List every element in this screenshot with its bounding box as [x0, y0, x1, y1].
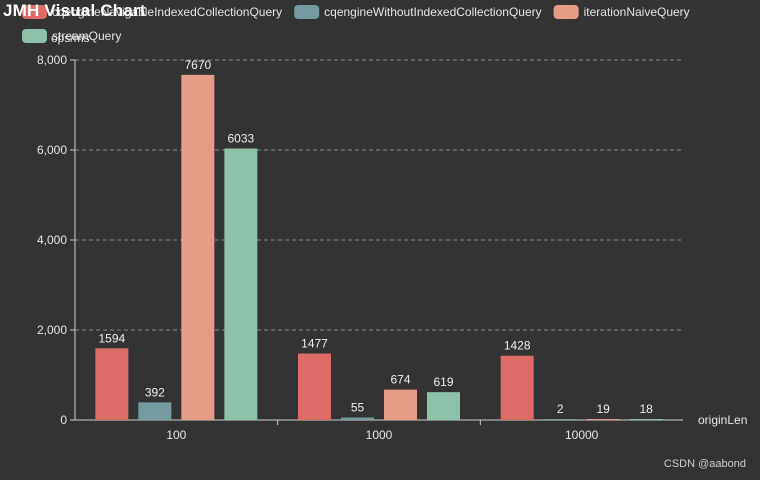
- x-tick-label: 10000: [565, 428, 599, 442]
- bar[interactable]: [500, 355, 534, 420]
- y-tick-label: 6,000: [37, 143, 67, 157]
- y-tick-label: 8,000: [37, 53, 67, 67]
- data-label: 2: [557, 402, 564, 416]
- y-tick-label: 4,000: [37, 233, 67, 247]
- y-axis-label: ops/ms: [51, 31, 90, 45]
- data-label: 674: [390, 373, 410, 387]
- data-label: 1477: [301, 337, 328, 351]
- bar[interactable]: [384, 389, 417, 420]
- bar[interactable]: [629, 419, 663, 420]
- data-label: 392: [145, 385, 165, 399]
- x-axis-label: originLen: [698, 413, 747, 427]
- y-tick-label: 0: [60, 413, 67, 427]
- data-label: 19: [596, 402, 610, 416]
- data-label: 55: [351, 401, 365, 415]
- bar[interactable]: [427, 392, 460, 420]
- bar[interactable]: [341, 417, 374, 420]
- data-label: 619: [433, 375, 453, 389]
- x-tick-label: 1000: [366, 428, 393, 442]
- legend-label: iterationNaiveQuery: [584, 5, 690, 19]
- legend-label: streamQuery: [52, 29, 121, 43]
- chart-title: JMH Visual Chart: [3, 1, 146, 20]
- bar[interactable]: [138, 402, 172, 420]
- y-tick-label: 2,000: [37, 323, 67, 337]
- bar[interactable]: [543, 419, 577, 420]
- bar[interactable]: [95, 348, 129, 420]
- data-label: 7670: [184, 58, 211, 72]
- legend-swatch[interactable]: [22, 5, 47, 19]
- legend-swatch[interactable]: [553, 5, 579, 19]
- bar[interactable]: [181, 74, 215, 420]
- x-tick-label: 100: [166, 428, 186, 442]
- bar[interactable]: [224, 148, 258, 420]
- watermark: CSDN @aabond: [663, 458, 746, 470]
- bar[interactable]: [586, 419, 620, 420]
- bar[interactable]: [298, 353, 331, 420]
- legend-swatch[interactable]: [22, 29, 47, 43]
- data-label: 1428: [504, 339, 531, 353]
- legend-swatch[interactable]: [294, 5, 320, 19]
- data-label: 1594: [98, 331, 125, 345]
- legend-label: cqengineNavigableIndexedCollectionQuery: [52, 5, 282, 19]
- data-label: 6033: [227, 132, 254, 146]
- data-label: 18: [639, 402, 653, 416]
- legend-label: cqengineWithoutIndexedCollectionQuery: [324, 5, 541, 19]
